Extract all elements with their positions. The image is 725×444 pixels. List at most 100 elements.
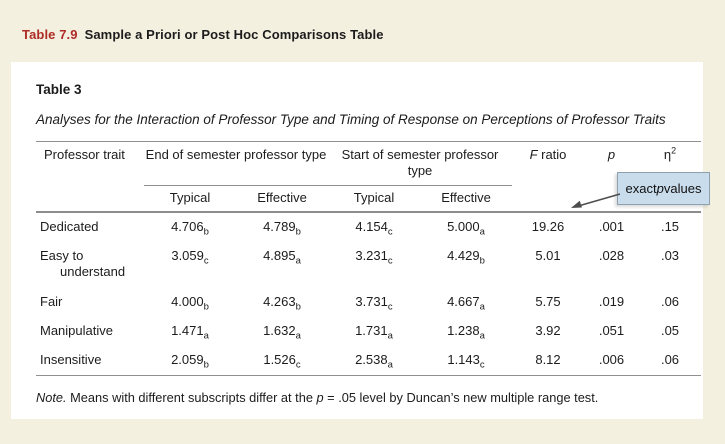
mean-subscript: c <box>295 359 301 371</box>
mean-cell: 1.471a <box>144 317 236 346</box>
header-row-sub: Typical Effective Typical Effective <box>36 185 701 213</box>
mean-cell: 3.231c <box>328 242 420 288</box>
mean-cell: 1.238a <box>420 317 512 346</box>
mean-value: 1.238 <box>447 322 480 338</box>
col-subheader-typical-end: Typical <box>144 185 236 213</box>
table-row-insensitive: Insensitive 2.059b 1.526c 2.538a 1.143c … <box>36 346 701 376</box>
mean-value: 3.059 <box>171 248 204 263</box>
trait-cell: Insensitive <box>40 352 102 367</box>
mean-cell: 4.706b <box>144 212 236 242</box>
header-row-groups: Professor trait End of semester professo… <box>36 141 701 213</box>
mean-cell: 1.526c <box>236 346 328 376</box>
f-ratio-cell: 5.75 <box>535 293 561 309</box>
f-ratio-cell: 8.12 <box>535 352 561 367</box>
mean-value: 1.731 <box>355 322 388 338</box>
p-value-cell: .028 <box>598 248 625 263</box>
mean-cell: 4.000b <box>144 288 236 317</box>
mean-cell: 4.667a <box>420 288 512 317</box>
mean-subscript: c <box>387 255 393 267</box>
table-note: Note. Means with different subscripts di… <box>36 390 693 407</box>
mean-value: 4.706 <box>171 218 204 234</box>
col-group-start-of-semester: Start of semester professor type <box>328 141 512 186</box>
table-row-fair: Fair 4.000b 4.263b 3.731c 4.667a 5.75 .0… <box>36 288 701 317</box>
mean-value: 2.059 <box>171 352 204 367</box>
eta-squared-cell: .06 <box>660 293 680 309</box>
mean-subscript: c <box>387 226 393 238</box>
table-row-dedicated: Dedicated 4.706b 4.789b 4.154c 5.000a 19… <box>36 212 701 242</box>
mean-subscript: a <box>479 330 485 342</box>
table-row-easy-to-understand: Easy to understand 3.059c 4.895a 3.231c … <box>36 242 701 288</box>
p-value-cell: .006 <box>598 352 625 367</box>
note-p-symbol: p <box>316 390 324 406</box>
mean-cell: 4.154c <box>328 212 420 242</box>
mean-subscript: a <box>295 255 301 267</box>
f-ratio-label: ratio <box>537 147 567 162</box>
figure-title: Sample a Priori or Post Hoc Comparisons … <box>84 27 384 42</box>
eta-exponent: 2 <box>671 145 677 156</box>
figure-label: Table 7.9 Sample a Priori or Post Hoc Com… <box>22 27 384 42</box>
eta-symbol: η <box>663 147 672 162</box>
trait-cell: Dedicated <box>40 218 99 234</box>
eta-squared-cell: .05 <box>660 322 680 338</box>
col-subheader-effective-end: Effective <box>236 185 328 213</box>
mean-value: 1.471 <box>171 322 204 338</box>
mean-cell: 4.429b <box>420 242 512 288</box>
note-text-after-p: = .05 level by Duncan’s new multiple ran… <box>323 390 599 406</box>
mean-subscript: b <box>295 226 301 238</box>
mean-subscript: c <box>387 301 393 313</box>
eta-squared-cell: .06 <box>660 352 680 367</box>
p-value-cell: .019 <box>598 293 625 309</box>
mean-value: 1.526 <box>263 352 296 367</box>
f-ratio-cell: 3.92 <box>535 322 561 338</box>
col-header-f-ratio: F ratio <box>512 141 584 213</box>
mean-cell: 4.263b <box>236 288 328 317</box>
callout-text-before-p: exact <box>625 181 657 196</box>
f-ratio-cell: 5.01 <box>535 248 561 263</box>
mean-subscript: a <box>479 301 485 313</box>
mean-value: 4.667 <box>447 293 480 309</box>
callout-exact-p-values: exact p values <box>617 172 710 205</box>
mean-value: 3.731 <box>355 293 388 309</box>
p-value-cell: .051 <box>598 322 625 338</box>
table-card: Table 3 Analyses for the Interaction of … <box>11 62 703 419</box>
mean-subscript: c <box>479 359 485 371</box>
p-value-cell: .001 <box>598 218 625 234</box>
table-caption: Table 3 <box>36 82 82 97</box>
mean-value: 4.895 <box>263 248 296 263</box>
mean-subscript: b <box>295 301 301 313</box>
callout-p-symbol: p <box>656 181 664 196</box>
mean-subscript: b <box>203 301 209 313</box>
comparisons-table: Professor trait End of semester professo… <box>36 141 701 377</box>
trait-cell: Manipulative <box>40 322 113 338</box>
mean-subscript: b <box>203 226 209 238</box>
figure-number: Table 7.9 <box>22 27 78 42</box>
col-subheader-typical-start: Typical <box>328 185 420 213</box>
mean-cell: 1.143c <box>420 346 512 376</box>
mean-subscript: a <box>479 226 485 238</box>
mean-cell: 5.000a <box>420 212 512 242</box>
note-label: Note. <box>36 390 67 406</box>
col-header-professor-trait: Professor trait <box>36 141 144 213</box>
mean-value: 1.632 <box>263 322 296 338</box>
mean-value: 1.143 <box>447 352 480 367</box>
mean-value: 4.789 <box>263 218 296 234</box>
mean-cell: 2.059b <box>144 346 236 376</box>
f-symbol: F <box>529 147 538 162</box>
mean-subscript: a <box>387 359 393 371</box>
mean-value: 4.263 <box>263 293 296 309</box>
mean-subscript: a <box>387 330 393 342</box>
callout-arrow-icon <box>571 193 621 208</box>
mean-subscript: a <box>203 330 209 342</box>
mean-value: 2.538 <box>355 352 388 367</box>
col-group-end-of-semester: End of semester professor type <box>144 141 328 186</box>
trait-cell: Easy to understand <box>40 248 126 280</box>
mean-value: 5.000 <box>447 218 480 234</box>
mean-cell: 4.895a <box>236 242 328 288</box>
trait-cell: Fair <box>40 293 63 309</box>
mean-cell: 4.789b <box>236 212 328 242</box>
mean-cell: 1.632a <box>236 317 328 346</box>
mean-value: 3.231 <box>355 248 388 263</box>
mean-value: 4.429 <box>447 248 480 263</box>
mean-subscript: a <box>295 330 301 342</box>
eta-squared-cell: .15 <box>660 218 680 234</box>
